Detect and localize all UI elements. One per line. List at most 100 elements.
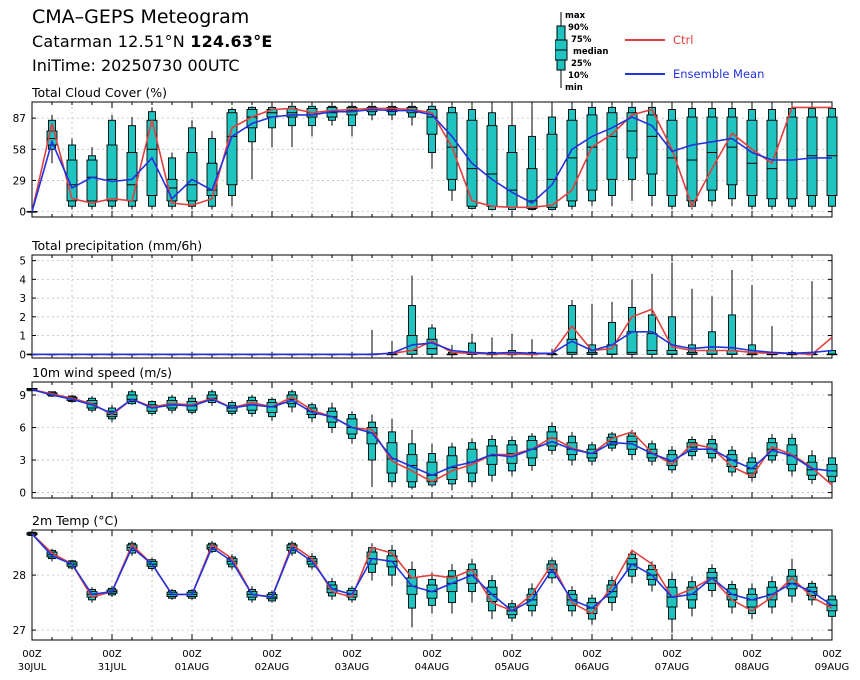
ensemble-box <box>226 353 238 356</box>
box-p25-p75 <box>66 561 78 567</box>
ensemble-box <box>146 400 158 416</box>
box-p10-p90 <box>648 106 656 196</box>
x-tick-label-hour: 00Z <box>582 649 602 660</box>
box-p10-p90 <box>348 105 356 127</box>
ensemble-box <box>406 275 418 355</box>
box-p10-p90 <box>448 570 456 604</box>
box-p25-p75 <box>426 461 438 483</box>
ensemble-box <box>726 269 738 355</box>
box-p25-p75 <box>426 584 438 599</box>
ensemble-box <box>466 105 478 210</box>
box-p10-p90 <box>148 111 156 207</box>
ensemble-box <box>46 353 58 356</box>
box-p10-p90 <box>788 437 796 472</box>
box-p25-p75 <box>706 571 718 584</box>
box-p25-p75 <box>806 586 818 596</box>
panel-title: 10m wind speed (m/s) <box>32 365 172 380</box>
x-tick-label-date: 05AUG <box>495 662 530 673</box>
box-p25-p75 <box>466 569 478 584</box>
y-tick-label: 58 <box>13 144 26 156</box>
box-p10-p90 <box>568 435 576 461</box>
legend-label-p10: 10% <box>568 71 589 81</box>
box-p10-p90 <box>768 437 776 461</box>
ensemble-box <box>826 453 838 487</box>
x-tick-label-hour: 00Z <box>182 649 202 660</box>
box-p25-p75 <box>246 399 258 411</box>
ensemble-box <box>386 105 398 121</box>
ensemble-box <box>426 443 438 488</box>
ensemble-box <box>766 434 778 464</box>
ensemble-box <box>346 586 358 603</box>
box-p25-p75 <box>66 159 78 202</box>
ensemble-box <box>186 120 198 210</box>
ensemble-box <box>566 586 578 617</box>
box-p10-p90 <box>148 559 156 569</box>
box-p10-p90 <box>628 306 636 355</box>
box-p25-p75 <box>366 106 378 113</box>
box-p10-p90 <box>28 531 36 536</box>
box-p25-p75 <box>226 405 238 412</box>
box-p25-p75 <box>506 444 518 464</box>
box-p10-p90 <box>588 444 596 462</box>
box-p10-p90 <box>28 388 36 392</box>
box-p25-p75 <box>626 331 638 355</box>
y-tick-label: 1 <box>19 331 26 343</box>
ensemble-box <box>646 440 658 466</box>
ensemble-box <box>146 353 158 356</box>
box-p25-p75 <box>786 116 798 200</box>
box-p25-p75 <box>686 442 698 452</box>
ensemble-box <box>406 429 418 490</box>
legend-label-min: min <box>565 83 583 93</box>
box-p10-p90 <box>728 584 736 608</box>
mean-series-line <box>31 388 833 477</box>
box-p10-p90 <box>328 407 336 428</box>
x-tick-label-hour: 00Z <box>662 649 682 660</box>
ensemble-box <box>106 353 118 356</box>
box-p10-p90 <box>48 391 56 397</box>
ensemble-box <box>606 431 618 452</box>
box-p25-p75 <box>726 350 738 355</box>
box-p25-p75 <box>286 544 298 551</box>
box-p10-p90 <box>308 555 316 568</box>
box-p25-p75 <box>746 461 758 474</box>
legend-box-symbol <box>555 12 568 88</box>
ensemble-box <box>406 561 418 628</box>
box-p10-p90 <box>528 135 536 210</box>
box-p25-p75 <box>186 152 198 202</box>
box-p25-p75 <box>546 563 558 573</box>
box-p25-p75 <box>806 353 818 356</box>
ensemble-box <box>86 587 98 603</box>
box-p10-p90 <box>348 414 356 439</box>
ensemble-box <box>566 299 578 355</box>
chart-legend: max 90% 75% median 25% 10% min Ctrl Ense… <box>555 11 764 93</box>
box-p25-p75 <box>166 591 178 598</box>
box-p25-p75 <box>126 353 138 356</box>
box-p10-p90 <box>128 353 136 356</box>
box-p10-p90 <box>488 112 496 210</box>
box-p25-p75 <box>746 119 758 196</box>
box-p25-p75 <box>246 109 258 129</box>
box-p10-p90 <box>728 107 736 200</box>
box-p10-p90 <box>288 391 296 408</box>
box-p25-p75 <box>526 353 538 356</box>
box-p10-p90 <box>628 432 636 456</box>
box-p10-p90 <box>768 581 776 608</box>
box-p25-p75 <box>366 551 378 565</box>
box-p10-p90 <box>828 107 836 207</box>
ctrl-series-line <box>31 388 833 486</box>
ensemble-box <box>346 411 358 444</box>
box-p25-p75 <box>646 448 658 459</box>
box-p25-p75 <box>66 396 78 401</box>
box-p25-p75 <box>166 399 178 409</box>
y-tick-label: 2 <box>19 312 26 324</box>
box-p10-p90 <box>248 396 256 414</box>
box-p25-p75 <box>526 440 538 459</box>
box-p25-p75 <box>166 353 178 356</box>
box-p10-p90 <box>568 305 576 355</box>
y-tick-label: 0 <box>19 207 26 219</box>
box-p10-p90 <box>368 421 376 461</box>
box-p25-p75 <box>786 353 798 356</box>
box-p10-p90 <box>508 125 516 210</box>
ensemble-box <box>366 329 378 356</box>
